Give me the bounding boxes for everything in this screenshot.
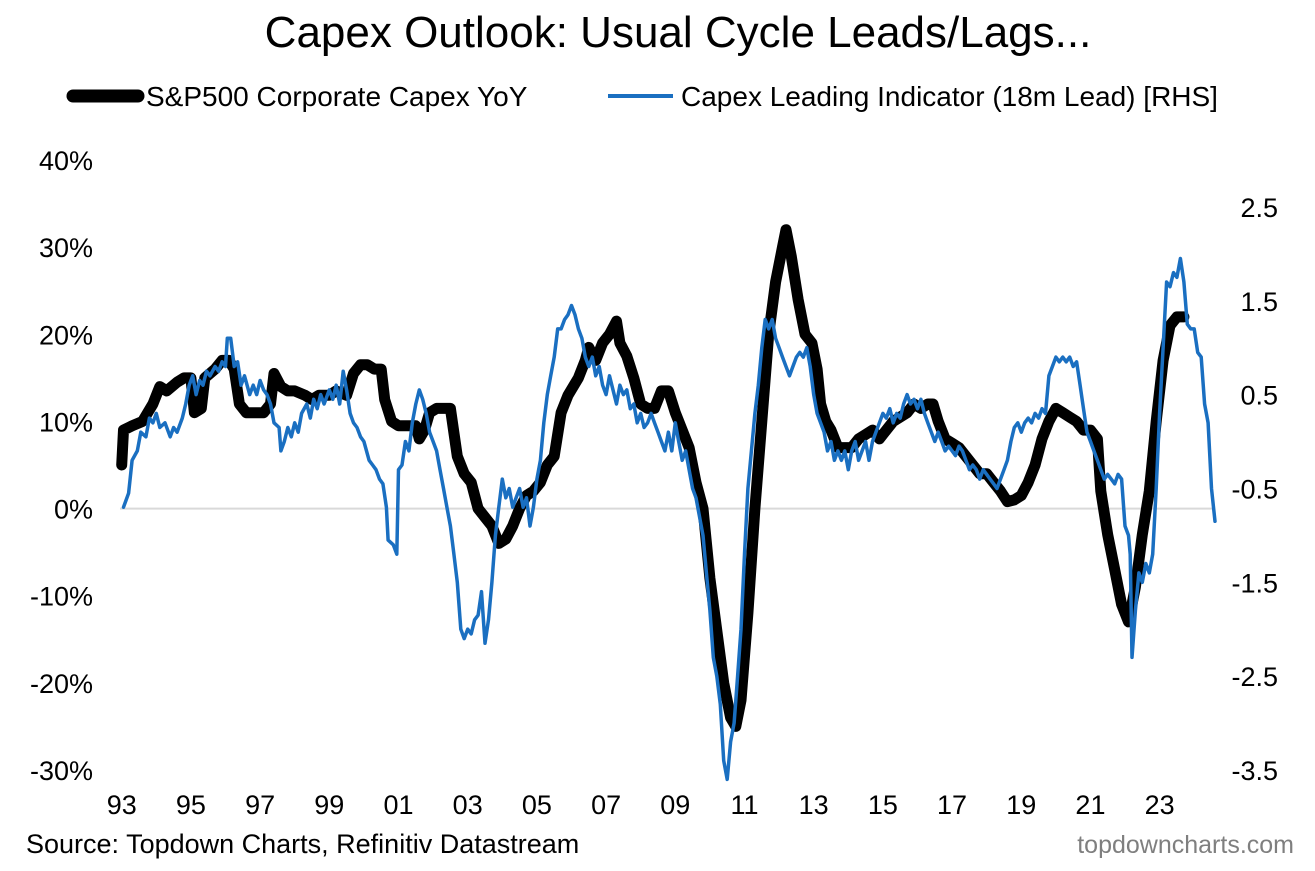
right-tick-label: -0.5	[1231, 474, 1278, 504]
left-tick-label: 40%	[39, 146, 93, 176]
left-tick-label: 30%	[39, 233, 93, 263]
x-tick-label: 95	[176, 790, 206, 820]
left-tick-label: -30%	[30, 756, 93, 786]
x-tick-label: 97	[245, 790, 275, 820]
left-tick-label: -20%	[30, 669, 93, 699]
x-tick-label: 23	[1145, 790, 1175, 820]
right-tick-label: 2.5	[1240, 193, 1278, 223]
legend-label-leading-indicator: Capex Leading Indicator (18m Lead) [RHS]	[681, 81, 1218, 112]
x-tick-label: 19	[1006, 790, 1036, 820]
right-tick-label: -2.5	[1231, 662, 1278, 692]
right-axis-ticks: -3.5 -2.5 -1.5 -0.5 0.5 1.5 2.5	[1231, 193, 1278, 786]
x-tick-label: 05	[522, 790, 552, 820]
right-tick-label: -3.5	[1231, 756, 1278, 786]
left-tick-label: -10%	[30, 582, 93, 612]
x-tick-label: 13	[799, 790, 829, 820]
watermark: topdowncharts.com	[1077, 831, 1294, 859]
x-axis-ticks: 93 95 97 99 01 03 05 07 09 11 13 15 17 19 21 23	[107, 790, 1175, 820]
x-tick-label: 07	[591, 790, 621, 820]
x-tick-label: 17	[937, 790, 967, 820]
right-tick-label: 1.5	[1240, 287, 1278, 317]
x-tick-label: 03	[453, 790, 483, 820]
legend: S&P500 Corporate Capex YoY Capex Leading…	[66, 81, 1218, 112]
x-tick-label: 01	[383, 790, 413, 820]
x-tick-label: 21	[1075, 790, 1105, 820]
series-line-leading-indicator	[121, 256, 1217, 782]
left-tick-label: 0%	[54, 495, 93, 525]
right-tick-label: -1.5	[1231, 568, 1278, 598]
series-line-capex-yoy	[116, 224, 1190, 732]
series-lines	[116, 224, 1217, 782]
x-tick-label: 11	[730, 790, 758, 820]
left-tick-label: 20%	[39, 320, 93, 350]
left-tick-label: 10%	[39, 407, 93, 437]
x-tick-label: 99	[314, 790, 344, 820]
source-note: Source: Topdown Charts, Refinitiv Datast…	[26, 829, 579, 859]
x-tick-label: 15	[868, 790, 898, 820]
legend-label-capex-yoy: S&P500 Corporate Capex YoY	[146, 81, 528, 112]
right-tick-label: 0.5	[1240, 381, 1278, 411]
left-axis-ticks: -30% -20% -10% 0% 10% 20% 30% 40%	[30, 146, 93, 786]
chart-title: Capex Outlook: Usual Cycle Leads/Lags...	[265, 8, 1092, 57]
x-tick-label: 09	[660, 790, 690, 820]
x-tick-label: 93	[107, 790, 137, 820]
